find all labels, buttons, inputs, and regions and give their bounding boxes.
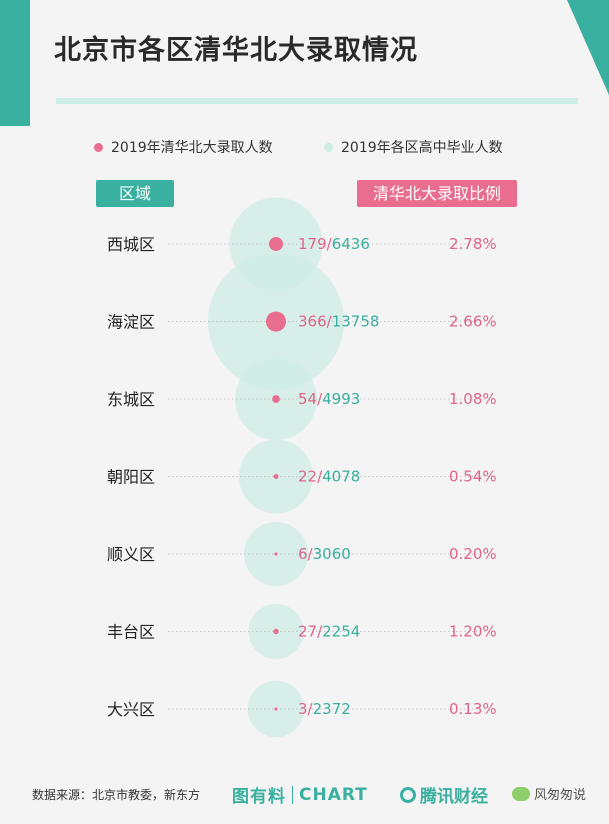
tencent-logo-icon bbox=[400, 786, 416, 803]
value-label: 6/3060 bbox=[298, 545, 351, 563]
title-divider bbox=[56, 98, 578, 104]
admitted-dot bbox=[273, 474, 279, 479]
district-label: 朝阳区 bbox=[107, 468, 155, 487]
brand-logo: 图有料 CHART bbox=[232, 782, 368, 808]
ratio-label: 0.20% bbox=[449, 545, 497, 563]
legend-label-admitted: 2019年清华北大录取人数 bbox=[111, 140, 273, 156]
legend-label-graduates: 2019年各区高中毕业人数 bbox=[341, 140, 503, 156]
wechat-icon bbox=[512, 786, 530, 801]
teal-dot-icon bbox=[324, 142, 333, 152]
brand-name-b: CHART bbox=[299, 784, 368, 805]
admitted-dot bbox=[273, 628, 279, 635]
value-label: 179/6436 bbox=[298, 235, 370, 253]
ratio-label: 2.78% bbox=[449, 235, 497, 253]
brand-name-a: 图有料 bbox=[232, 787, 286, 807]
ratio-label: 0.13% bbox=[449, 700, 497, 718]
value-label: 27/2254 bbox=[298, 623, 360, 641]
admitted-dot bbox=[272, 395, 280, 403]
wechat-account: 风匆匆说 bbox=[534, 788, 587, 803]
admitted-dot bbox=[274, 707, 278, 711]
brand-name-c: 腾讯财经 bbox=[420, 787, 488, 807]
admitted-dot bbox=[266, 311, 286, 332]
legend-item-graduates: 2019年各区高中毕业人数 bbox=[324, 137, 503, 157]
data-source: 数据来源：北京市教委，新东方 bbox=[32, 788, 201, 802]
wechat-watermark: 风匆匆说 bbox=[512, 784, 586, 803]
tencent-finance-logo: 腾讯财经 bbox=[400, 782, 488, 807]
ratio-label: 1.08% bbox=[449, 390, 497, 408]
district-label: 顺义区 bbox=[107, 545, 155, 564]
ratio-label: 0.54% bbox=[449, 468, 497, 486]
ratio-label: 2.66% bbox=[449, 313, 497, 331]
district-label: 西城区 bbox=[107, 235, 155, 254]
value-label: 22/4078 bbox=[298, 468, 360, 486]
value-label: 54/4993 bbox=[298, 390, 360, 408]
value-label: 3/2372 bbox=[298, 700, 351, 718]
corner-decoration-right bbox=[567, 0, 609, 95]
district-label: 东城区 bbox=[107, 390, 155, 409]
admitted-dot bbox=[274, 552, 278, 556]
pink-dot-icon bbox=[94, 142, 103, 152]
admitted-dot bbox=[269, 237, 283, 251]
brand-separator bbox=[292, 785, 293, 804]
district-label: 大兴区 bbox=[107, 700, 155, 719]
ratio-label: 1.20% bbox=[449, 623, 497, 641]
district-label: 丰台区 bbox=[107, 623, 155, 642]
header-ratio: 清华北大录取比例 bbox=[357, 180, 517, 207]
legend-item-admitted: 2019年清华北大录取人数 bbox=[94, 137, 273, 157]
corner-decoration-left bbox=[0, 0, 30, 126]
header-region: 区域 bbox=[96, 180, 174, 207]
district-label: 海淀区 bbox=[107, 313, 155, 332]
chart-title: 北京市各区清华北大录取情况 bbox=[54, 35, 418, 66]
value-label: 366/13758 bbox=[298, 313, 379, 331]
